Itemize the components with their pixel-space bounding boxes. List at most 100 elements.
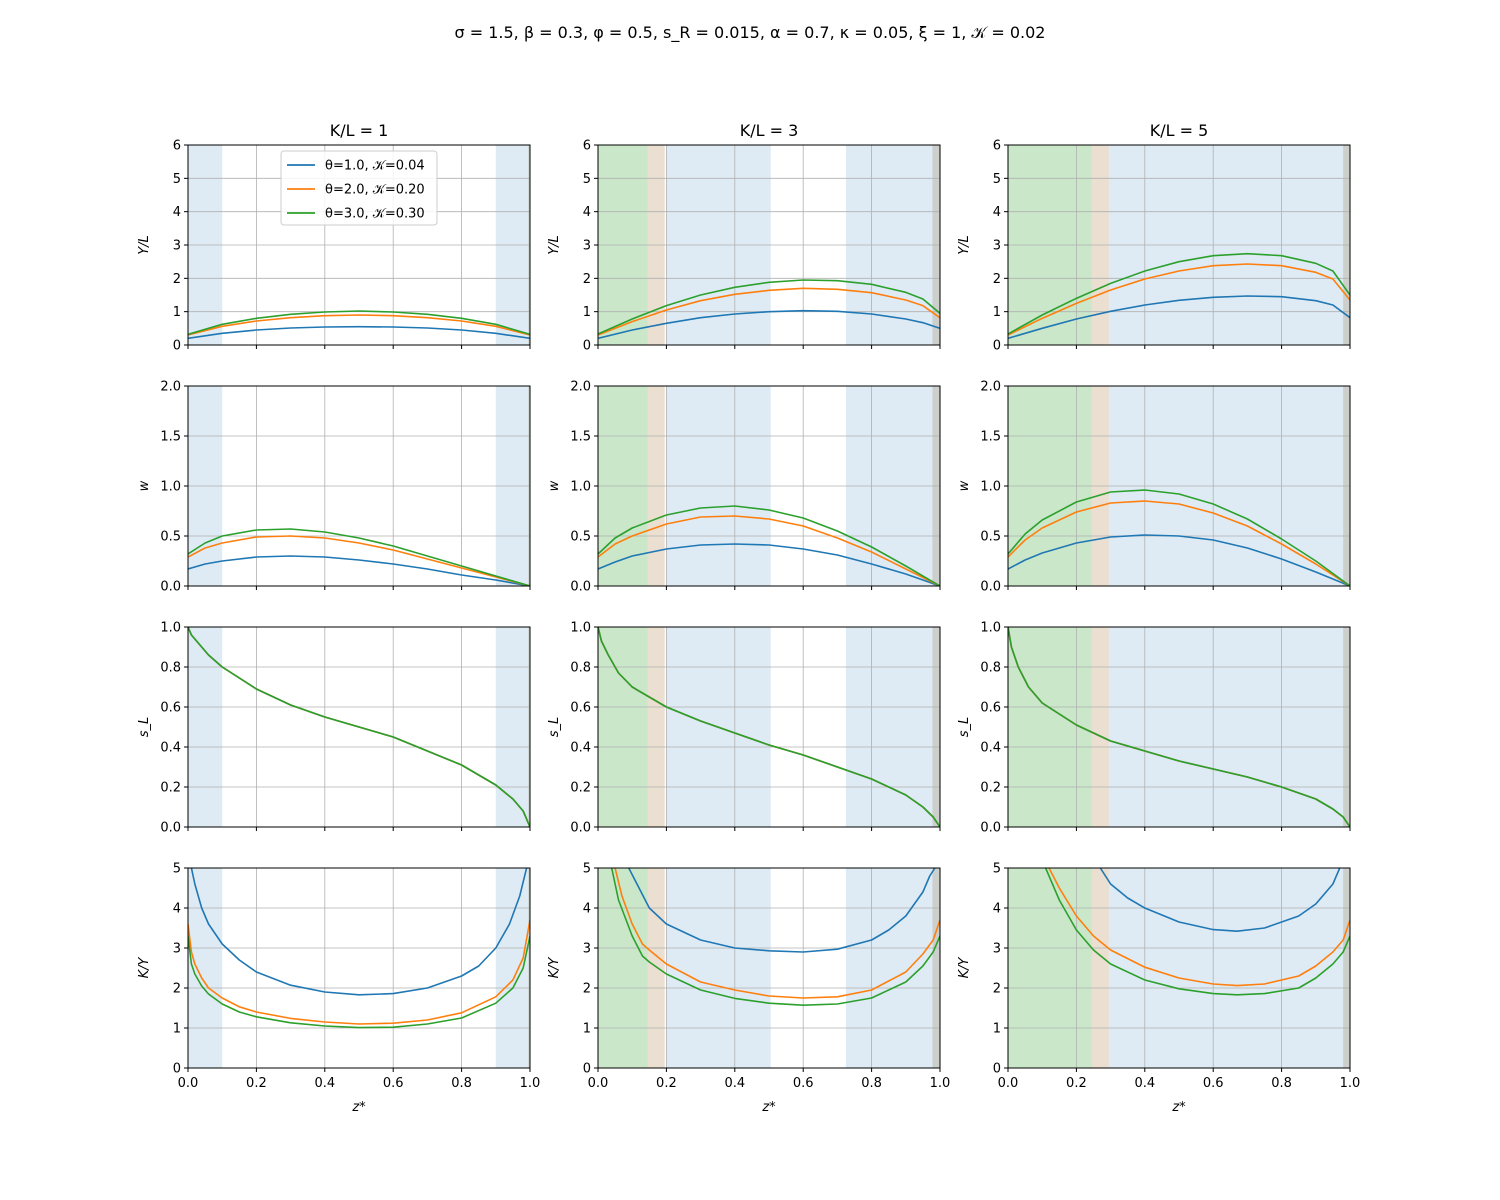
y-tick-label: 0.2 (160, 781, 181, 796)
series-line-3 (188, 627, 530, 827)
band-tan-2 (932, 868, 940, 1068)
y-tick-label: 0.6 (570, 701, 591, 716)
series-line-3 (598, 505, 940, 586)
y-tick-label: 5 (583, 862, 591, 877)
y-tick-label: 6 (173, 139, 181, 154)
column-title-1: K/L = 1 (330, 121, 389, 140)
y-tick-label: 0.2 (570, 781, 591, 796)
y-tick-label: 0.4 (160, 741, 181, 756)
axes-frame (187, 867, 531, 1069)
x-tick-label: 0.2 (1066, 1076, 1087, 1091)
y-tick-label: 1.0 (980, 621, 1001, 636)
x-tick-label: 0.6 (1203, 1076, 1224, 1091)
series-line-2 (1048, 868, 1350, 987)
panel-r4-c2: 0 1 2 3 4 5 0.0 0.2 0.4 0.6 0.8 1.0 K/Y z* (547, 862, 950, 1116)
y-tick-label: 4 (583, 902, 591, 917)
y-tick-label: 3 (583, 942, 591, 957)
y-tick-label: 0.0 (980, 580, 1001, 595)
column-title-3: K/L = 5 (1150, 121, 1209, 140)
y-axis-label: w (957, 480, 972, 491)
series-line-2 (1008, 500, 1350, 586)
band-tan-1 (647, 868, 665, 1068)
legend: θ=1.0, 𝒦=0.04 θ=2.0, 𝒦=0.20 θ=3.0, 𝒦=0.30 (280, 150, 438, 226)
legend-label-2: θ=2.0, 𝒦=0.20 (325, 183, 425, 198)
panel-r3-c3: 0.0 0.2 0.4 0.6 0.8 1.0 s_L (957, 621, 1351, 836)
y-tick-label: 0.8 (570, 661, 591, 676)
series-group (188, 528, 530, 586)
y-axis-label: Y/L (137, 235, 152, 255)
series-line-3 (1008, 627, 1350, 827)
figure-suptitle: σ = 1.5, β = 0.3, φ = 0.5, s_R = 0.015, … (455, 23, 1046, 43)
series-line-3 (188, 310, 530, 336)
x-tick-label: 0.0 (998, 1076, 1019, 1091)
y-tick-label: 0 (173, 339, 181, 354)
y-tick-label: 3 (993, 942, 1001, 957)
panel-r3-c1: 0.0 0.2 0.4 0.6 0.8 1.0 s_L (137, 621, 531, 836)
band-tan-2 (1343, 627, 1350, 827)
series-line-2 (188, 314, 530, 336)
band-tan-1 (528, 868, 530, 1068)
y-tick-label: 2 (583, 272, 591, 287)
y-tick-label: 1.0 (160, 621, 181, 636)
legend-box (280, 150, 438, 226)
band-green-1 (598, 868, 648, 1068)
axes-frame (597, 867, 941, 1069)
legend-label-3: θ=3.0, 𝒦=0.30 (325, 207, 425, 222)
y-tick-label: 4 (173, 902, 181, 917)
band-tan-2 (932, 627, 940, 827)
band-blue-2 (495, 627, 530, 827)
series-group (1008, 252, 1350, 340)
panel-r1-c3: 0 1 2 3 4 5 6 Y/L (957, 139, 1351, 354)
y-tick-label: 3 (993, 239, 1001, 254)
series-group (188, 627, 530, 827)
y-tick-label: 1 (173, 1022, 181, 1037)
series-line-1 (1099, 868, 1341, 932)
x-tick-label: 0.4 (724, 1076, 745, 1091)
series-line-1 (598, 309, 940, 340)
panel-r1-c2: 0 1 2 3 4 5 6 Y/L (547, 139, 941, 354)
y-tick-label: 2 (993, 982, 1001, 997)
y-tick-label: 2.0 (980, 380, 1001, 395)
y-axis-label: Y/L (957, 235, 972, 255)
y-tick-label: 3 (173, 239, 181, 254)
y-tick-label: 0.8 (980, 661, 1001, 676)
axes-frame (1007, 867, 1351, 1069)
y-tick-label: 2.0 (160, 380, 181, 395)
y-tick-label: 4 (173, 205, 181, 220)
y-tick-label: 2 (173, 982, 181, 997)
y-tick-label: 1 (993, 305, 1001, 320)
y-tick-label: 5 (993, 862, 1001, 877)
series-line-3 (1044, 868, 1350, 996)
series-line-2 (1008, 263, 1350, 336)
y-axis-label: s_L (137, 717, 152, 738)
y-tick-label: 1 (993, 1022, 1001, 1037)
y-axis-label: Y/L (547, 235, 562, 255)
y-tick-label: 0 (993, 339, 1001, 354)
y-tick-label: 4 (583, 205, 591, 220)
series-line-2 (614, 868, 940, 999)
series-group (598, 627, 940, 827)
y-tick-label: 0 (583, 1062, 591, 1077)
x-tick-label: 1.0 (930, 1076, 951, 1091)
y-tick-label: 2 (993, 272, 1001, 287)
y-tick-label: 0 (993, 1062, 1001, 1077)
x-tick-label: 0.8 (1271, 1076, 1292, 1091)
y-tick-label: 2 (173, 272, 181, 287)
y-tick-label: 0.2 (980, 781, 1001, 796)
series-line-2 (188, 535, 530, 586)
panel-grid: K/L = 1 0 1 2 3 4 5 6 Y/L θ=1.0, 𝒦=0.04 θ=2.0, 𝒦=0… (137, 121, 1360, 1115)
x-tick-label: 0.2 (246, 1076, 267, 1091)
series-line-1 (190, 868, 528, 996)
series-group (1008, 627, 1350, 827)
y-tick-label: 0 (583, 339, 591, 354)
band-green-1 (598, 627, 648, 827)
x-axis-label: z* (761, 1100, 776, 1115)
y-tick-label: 0.8 (160, 661, 181, 676)
x-tick-label: 0.6 (383, 1076, 404, 1091)
legend-label-1: θ=1.0, 𝒦=0.04 (325, 159, 425, 174)
series-line-1 (1008, 534, 1350, 586)
series-line-1 (1008, 295, 1350, 340)
x-tick-label: 1.0 (520, 1076, 541, 1091)
x-tick-label: 1.0 (1340, 1076, 1361, 1091)
y-tick-label: 0.5 (980, 530, 1001, 545)
